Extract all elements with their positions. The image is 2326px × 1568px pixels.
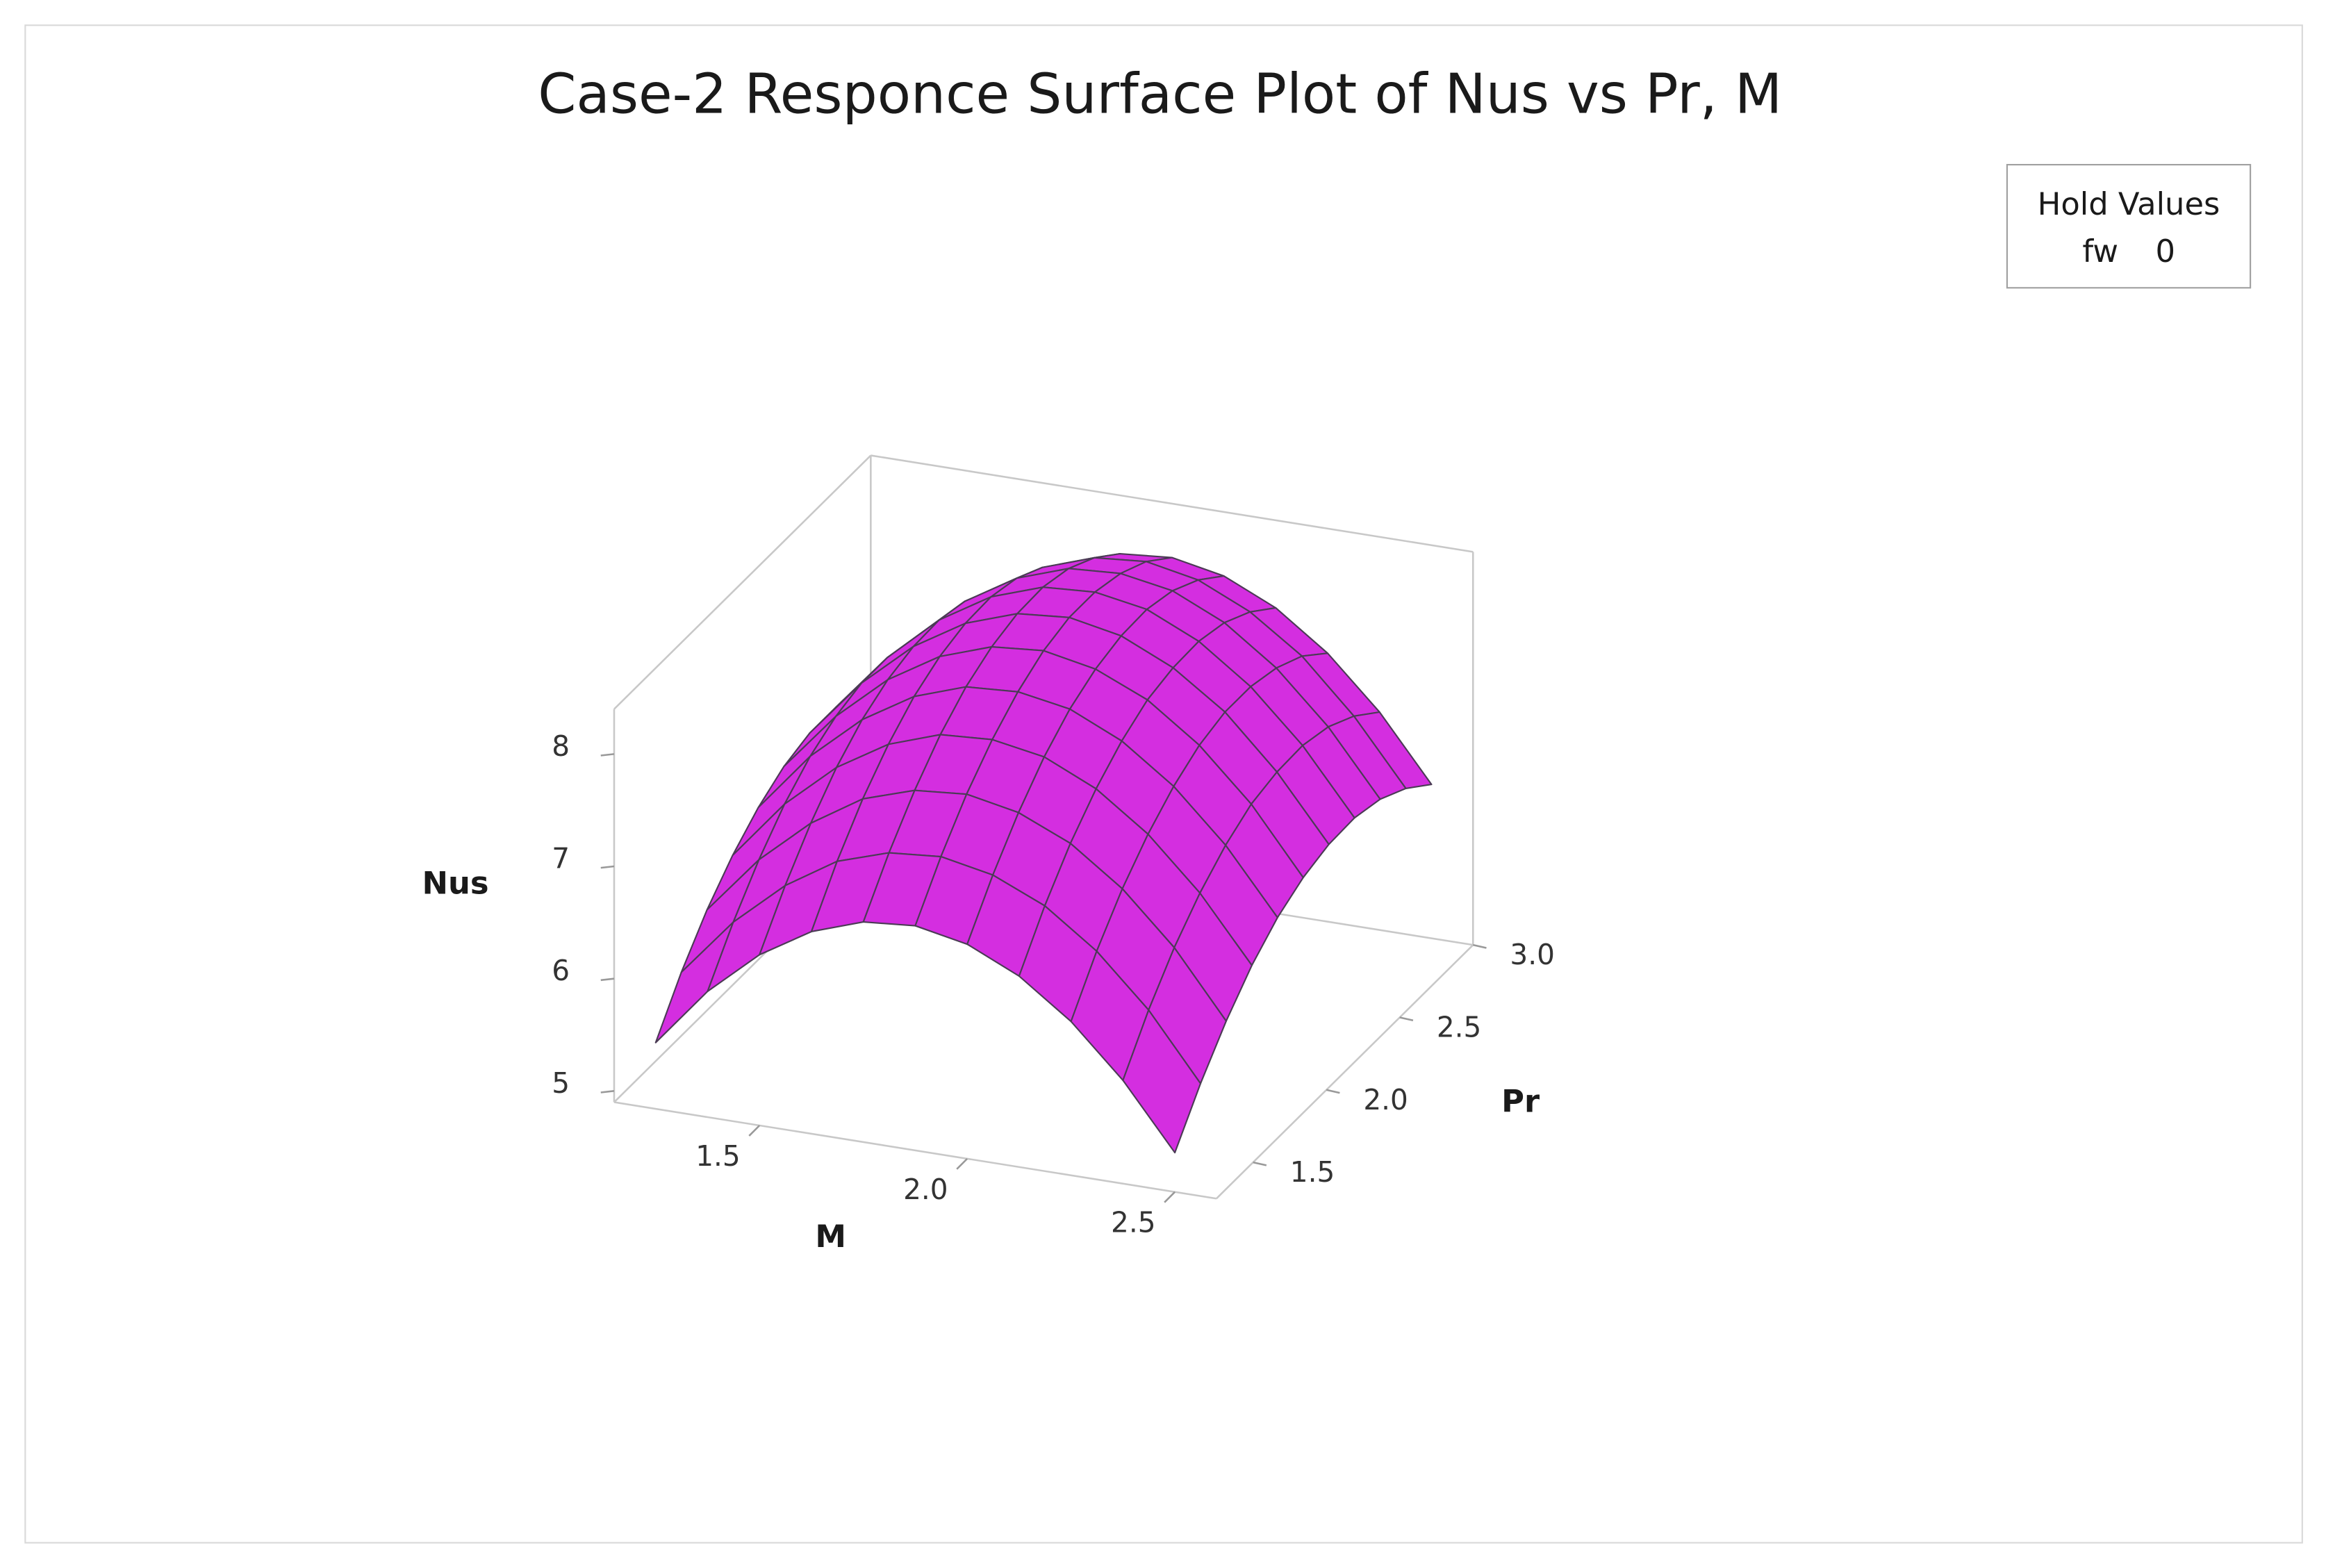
z-tick-label: 6 — [552, 954, 570, 987]
y-tick — [1326, 1089, 1340, 1094]
y-tick-label: 1.5 — [1290, 1155, 1335, 1189]
y-axis-title: Pr — [1501, 1083, 1540, 1120]
x-tick — [1164, 1191, 1176, 1203]
x-tick-label: 1.5 — [695, 1139, 740, 1173]
y-tick — [1399, 1016, 1414, 1022]
y-tick — [1253, 1161, 1267, 1166]
hold-name: fw — [2082, 233, 2118, 270]
x-tick — [956, 1157, 968, 1170]
box-edge — [613, 454, 872, 710]
z-tick — [600, 1090, 615, 1094]
legend-frame — [2006, 163, 2252, 289]
surface — [654, 552, 1433, 1154]
z-axis-title: Nus — [422, 865, 488, 902]
x-axis-title: M — [815, 1218, 846, 1255]
z-tick-label: 7 — [552, 841, 570, 875]
z-tick — [600, 865, 615, 869]
legend-title: Hold Values — [2038, 185, 2220, 222]
box-edge — [871, 454, 1474, 553]
x-tick-label: 2.0 — [903, 1173, 948, 1206]
z-tick-label: 8 — [552, 729, 570, 763]
y-tick-label: 2.0 — [1363, 1083, 1408, 1116]
hold-values-box: Hold Values fw 0 — [2006, 163, 2252, 289]
chart-title: Case-2 Responce Surface Plot of Nus vs P… — [538, 62, 1782, 126]
x-tick — [748, 1125, 761, 1137]
z-tick — [600, 977, 615, 982]
y-tick-label: 2.5 — [1437, 1011, 1481, 1044]
y-tick — [1472, 943, 1487, 949]
y-tick-label: 3.0 — [1510, 938, 1554, 971]
box-edge — [1215, 944, 1474, 1200]
z-tick-label: 5 — [552, 1066, 570, 1100]
box-edge — [613, 1101, 1217, 1200]
x-tick-label: 2.5 — [1111, 1206, 1155, 1239]
hold-value: 0 — [2155, 233, 2175, 270]
surface-cell — [1122, 1009, 1202, 1154]
z-tick — [600, 753, 615, 757]
